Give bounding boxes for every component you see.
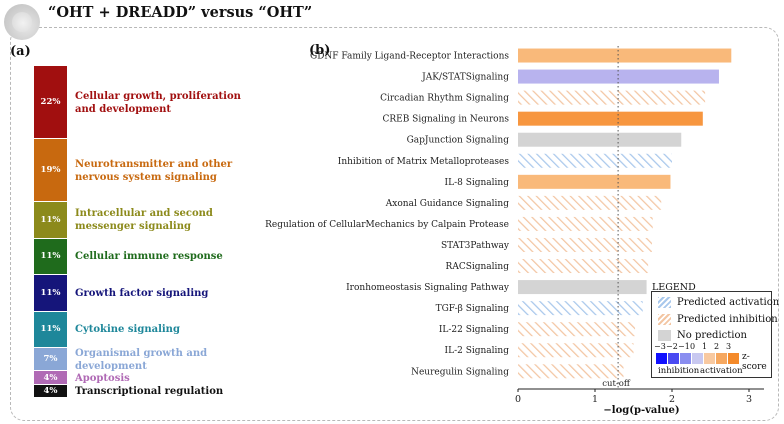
pathway-bar <box>518 259 649 274</box>
pathway-bar <box>518 280 647 295</box>
category-segment: 7% <box>34 348 67 372</box>
pathway-bar <box>518 237 652 252</box>
pathway-label: IL-2 Signaling <box>445 346 510 356</box>
zscore-tick: 3 <box>726 342 732 351</box>
category-stacked-bar: 22% 19% 11% 11% 11% 11% 7% 4% 4% <box>34 66 67 398</box>
category-segment: 11% <box>34 238 67 276</box>
figure-title: “OHT + DREADD” versus “OHT” <box>48 4 313 21</box>
zscore-swatch <box>680 353 691 364</box>
category-label: Cytokine signaling <box>75 324 180 336</box>
pathway-label: Neuregulin Signaling <box>411 367 509 377</box>
zscore-swatch <box>728 353 739 364</box>
pathway-bar <box>518 195 662 210</box>
pathway-bar <box>518 48 732 63</box>
category-label: Cellular growth, proliferation and devel… <box>75 90 241 115</box>
pathway-bar <box>518 364 624 379</box>
category-label: Transcriptional regulation <box>75 385 224 397</box>
pathway-label: IL-22 Signaling <box>439 325 509 335</box>
zscore-tick: −3 <box>654 342 666 351</box>
x-axis-label: −log(p-value) <box>603 405 679 416</box>
category-label: Cellular immune response <box>75 251 223 263</box>
x-tick-label: 2 <box>669 394 675 405</box>
legend-item-no-prediction: No prediction <box>658 329 747 342</box>
pathway-label: IL-8 Signaling <box>445 178 510 188</box>
pathway-label: JAK/STATSignaling <box>421 73 509 83</box>
zscore-ticks: −3 −2 −1 0 1 2 3 <box>654 342 738 352</box>
pathway-label: Axonal Guidance Signaling <box>385 199 509 209</box>
legend-item-predicted-activation: Predicted activation <box>658 296 779 309</box>
zscore-swatch <box>656 353 667 364</box>
category-label: Intracellular and second messenger signa… <box>75 208 213 233</box>
pathway-bar <box>518 216 653 231</box>
predicted-inhibition-swatch <box>658 314 671 325</box>
pathway-label: GapJunction Signaling <box>407 136 510 146</box>
pathway-bar <box>518 322 636 337</box>
cutoff-label: cut-off <box>602 379 631 389</box>
pathway-label: Regulation of CellularMechanics by Calpa… <box>265 220 509 230</box>
pathway-label: Circadian Rhythm Signaling <box>380 94 509 104</box>
zscore-tick: 0 <box>690 342 696 351</box>
x-tick-label: 3 <box>746 394 752 405</box>
category-segment: 22% <box>34 66 67 140</box>
inhibition-label: inhibition <box>658 366 700 376</box>
pathway-bar <box>518 343 634 358</box>
pathway-bar <box>518 132 682 147</box>
zscore-tick: 2 <box>714 342 720 351</box>
legend-label: Predicted inhibition <box>677 314 778 325</box>
legend-title: LEGEND <box>652 282 696 293</box>
pathway-label: RACSignaling <box>446 262 510 272</box>
category-segment: 4% <box>34 371 67 385</box>
pathway-bar <box>518 174 671 189</box>
pathway-bar <box>518 69 719 84</box>
pathway-label: Ironhomeostasis Signaling Pathway <box>346 283 510 293</box>
zscore-tick: −1 <box>678 342 690 351</box>
x-tick-label: 0 <box>515 394 521 405</box>
zscore-swatch <box>668 353 679 364</box>
category-segment: 11% <box>34 311 67 349</box>
legend-label: No prediction <box>677 330 747 341</box>
pathway-bar <box>518 153 672 168</box>
category-label: Growth factor signaling <box>75 287 209 299</box>
pathway-label: GDNF Family Ligand-Receptor Interactions <box>310 52 509 62</box>
category-segment: 19% <box>34 139 67 203</box>
logo-inner-circle <box>12 12 32 32</box>
pathway-label: STAT3Pathway <box>441 241 510 251</box>
pathway-label: CREB Signaling in Neurons <box>382 115 509 125</box>
pathway-bar <box>518 301 643 316</box>
logo-circle-icon <box>4 4 40 40</box>
panel-a-label: (a) <box>10 44 31 59</box>
predicted-activation-swatch <box>658 297 671 308</box>
legend-label: Predicted activation <box>677 297 780 308</box>
category-label: Apoptosis <box>75 372 130 384</box>
legend-box: Predicted activation Predicted inhibitio… <box>651 291 779 378</box>
zscore-tick: 1 <box>702 342 708 351</box>
pathway-bar <box>518 90 706 105</box>
category-label: Neurotransmitter and other nervous syste… <box>75 158 233 183</box>
zscore-colorbar <box>656 353 740 364</box>
legend-item-predicted-inhibition: Predicted inhibition <box>658 313 778 326</box>
category-segment: 11% <box>34 202 67 239</box>
pathway-label: TGF-β Signaling <box>436 304 510 314</box>
zscore-swatch <box>692 353 703 364</box>
pathway-label: Inhibition of Matrix Metalloproteases <box>338 157 510 167</box>
zscore-swatch <box>704 353 715 364</box>
x-tick-label: 1 <box>592 394 598 405</box>
zscore-tick: −2 <box>666 342 678 351</box>
category-label: Organismal growth and development <box>75 347 208 372</box>
zscore-swatch <box>716 353 727 364</box>
panel-b-label: (b) <box>309 43 331 58</box>
pathway-bar <box>518 111 703 126</box>
zscore-label: z-score <box>742 352 767 372</box>
category-segment: 4% <box>34 384 67 398</box>
no-prediction-swatch <box>658 330 671 341</box>
category-segment: 11% <box>34 275 67 312</box>
activation-label: activation <box>700 366 743 376</box>
panel-frame <box>10 27 779 421</box>
